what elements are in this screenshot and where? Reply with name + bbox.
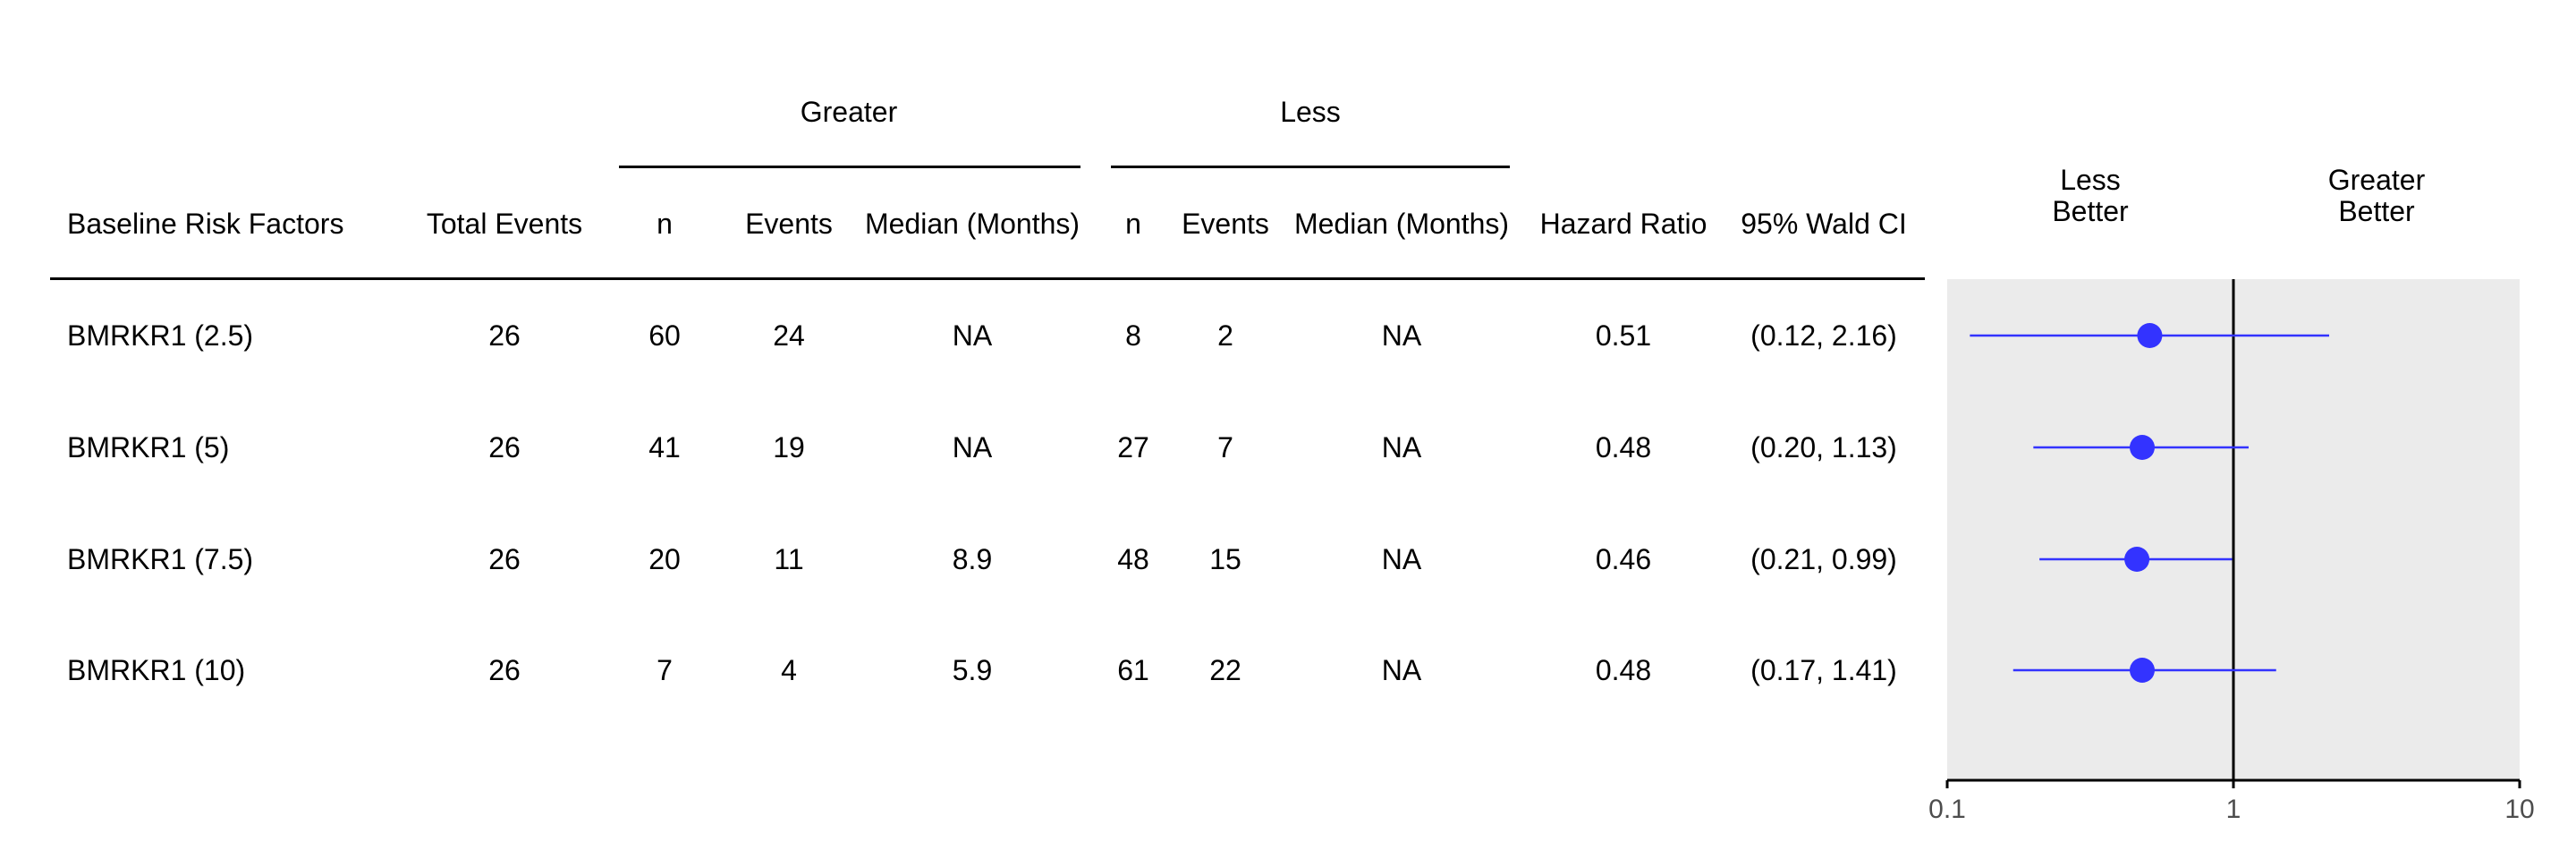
col-header-less-events: Events [1182, 208, 1269, 240]
col-header-less-median: Median (Months) [1293, 208, 1510, 240]
x-axis-tick-label: 0.1 [1928, 795, 1966, 824]
group-header-less: Less [1280, 96, 1341, 128]
estimate-point [2124, 547, 2150, 572]
cell-less-n: 8 [1125, 319, 1141, 352]
col-header-total-events: Total Events [426, 208, 583, 240]
cell-less-events: 22 [1209, 654, 1241, 686]
cell-less-median: NA [1381, 654, 1422, 686]
col-header-greater-events: Events [745, 208, 833, 240]
cell-hazard-ratio: 0.46 [1595, 543, 1652, 575]
group-rule-less [1111, 166, 1510, 168]
estimate-point [2129, 658, 2155, 683]
forest-header-right-line1: Greater [2327, 164, 2426, 196]
col-header-factor: Baseline Risk Factors [67, 208, 344, 240]
cell-factor: BMRKR1 (10) [67, 654, 246, 686]
cell-greater-events: 19 [773, 431, 805, 464]
cell-total-events: 26 [488, 543, 521, 575]
cell-less-n: 48 [1117, 543, 1149, 575]
cell-greater-median: NA [952, 319, 993, 352]
cell-wald-ci: (0.12, 2.16) [1750, 319, 1897, 352]
col-header-greater-n: n [657, 208, 673, 240]
cell-total-events: 26 [488, 431, 521, 464]
cell-wald-ci: (0.21, 0.99) [1750, 543, 1897, 575]
estimate-point [2129, 435, 2155, 460]
forest-header-left-line1: Less [2060, 164, 2121, 196]
cell-factor: BMRKR1 (5) [67, 431, 230, 464]
cell-total-events: 26 [488, 319, 521, 352]
cell-hazard-ratio: 0.48 [1595, 431, 1652, 464]
cell-wald-ci: (0.17, 1.41) [1750, 654, 1897, 686]
cell-greater-n: 60 [648, 319, 681, 352]
col-header-wald-ci: 95% Wald CI [1741, 208, 1907, 240]
group-rule-greater [619, 166, 1080, 168]
x-axis-tick-label: 10 [2504, 795, 2534, 824]
cell-total-events: 26 [488, 654, 521, 686]
cell-greater-n: 41 [648, 431, 681, 464]
col-header-greater-median: Median (Months) [864, 208, 1080, 240]
cell-hazard-ratio: 0.51 [1595, 319, 1652, 352]
cell-less-median: NA [1381, 319, 1422, 352]
cell-greater-n: 20 [648, 543, 681, 575]
cell-less-events: 2 [1217, 319, 1233, 352]
col-header-less-n: n [1125, 208, 1141, 240]
cell-wald-ci: (0.20, 1.13) [1750, 431, 1897, 464]
cell-less-median: NA [1381, 543, 1422, 575]
forest-header-left-line2: Better [2052, 195, 2129, 227]
x-axis-tick-label: 1 [2226, 795, 2241, 824]
cell-less-n: 27 [1117, 431, 1149, 464]
header-rule [50, 277, 1925, 280]
forest-header-right-line2: Better [2338, 195, 2415, 227]
cell-greater-events: 24 [773, 319, 805, 352]
cell-less-events: 7 [1217, 431, 1233, 464]
cell-less-events: 15 [1209, 543, 1241, 575]
cell-factor: BMRKR1 (7.5) [67, 543, 254, 575]
cell-less-n: 61 [1117, 654, 1149, 686]
cell-less-median: NA [1381, 431, 1422, 464]
col-header-hazard-ratio: Hazard Ratio [1539, 208, 1707, 240]
cell-greater-median: 5.9 [952, 654, 993, 686]
cell-greater-n: 7 [657, 654, 673, 686]
estimate-point [2137, 323, 2163, 348]
cell-greater-median: NA [952, 431, 993, 464]
cell-greater-events: 11 [774, 543, 804, 575]
cell-greater-median: 8.9 [952, 543, 993, 575]
cell-hazard-ratio: 0.48 [1595, 654, 1652, 686]
cell-greater-events: 4 [781, 654, 797, 686]
group-header-greater: Greater [800, 96, 898, 128]
cell-factor: BMRKR1 (2.5) [67, 319, 254, 352]
